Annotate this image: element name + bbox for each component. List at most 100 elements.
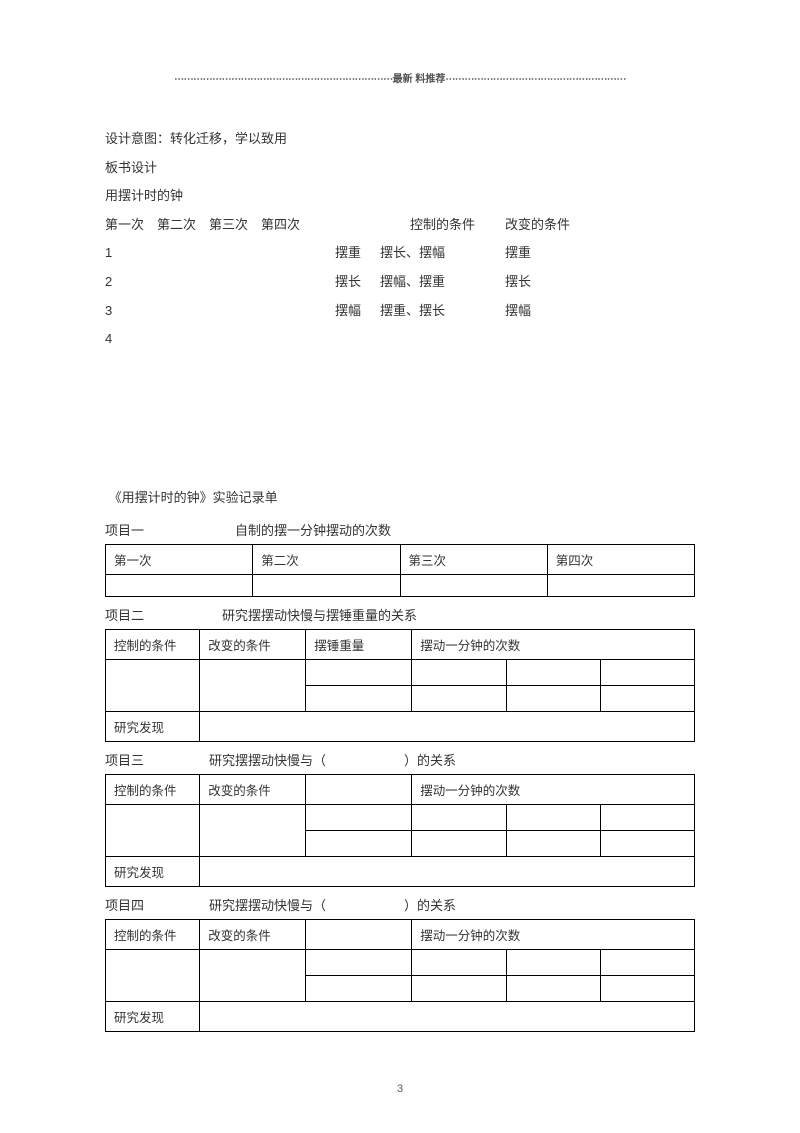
table-cell bbox=[506, 660, 600, 686]
table-header-cell: 第二次 bbox=[253, 545, 400, 575]
table-cell bbox=[306, 831, 412, 857]
grid-row-change: 摆重 bbox=[505, 239, 585, 268]
project-1-desc: 自制的摆一分钟摆动的次数 bbox=[235, 523, 391, 538]
project-2-title: 项目二 研究摆摆动快慢与摆锤重量的关系 bbox=[105, 603, 695, 629]
table-header-cell: 第一次 bbox=[106, 545, 253, 575]
grid-row-control: 摆长、摆幅 bbox=[380, 239, 505, 268]
vertical-spacer bbox=[105, 354, 695, 474]
grid-row-num: 2 bbox=[105, 268, 335, 297]
table-row: 控制的条件 改变的条件 摆动一分钟的次数 bbox=[106, 920, 695, 950]
project-3-title: 项目三 研究摆摆动快慢与（ ）的关系 bbox=[105, 748, 695, 774]
table-cell bbox=[600, 950, 694, 976]
intro-line-3: 用摆计时的钟 bbox=[105, 182, 695, 211]
table-cell bbox=[200, 857, 695, 887]
grid-header-row: 第一次 第二次 第三次 第四次 控制的条件 改变的条件 bbox=[105, 211, 695, 240]
record-title: 《用摆计时的钟》实验记录单 bbox=[105, 484, 695, 513]
table-cell bbox=[600, 660, 694, 686]
table-cell bbox=[306, 686, 412, 712]
grid-row-control: 摆重、摆长 bbox=[380, 297, 505, 326]
table-cell bbox=[253, 575, 400, 597]
project-4-desc: 研究摆摆动快慢与（ ）的关系 bbox=[209, 898, 456, 913]
table-cell bbox=[306, 976, 412, 1002]
table-cell bbox=[506, 976, 600, 1002]
grid-header-change: 改变的条件 bbox=[505, 211, 585, 240]
grid-row-2: 2 摆长 摆幅、摆重 摆长 bbox=[105, 268, 695, 297]
table-cell bbox=[106, 805, 200, 857]
table-header-cell: 摆动一分钟的次数 bbox=[412, 775, 695, 805]
project-3-desc: 研究摆摆动快慢与（ ）的关系 bbox=[209, 753, 456, 768]
table-finding-label: 研究发现 bbox=[106, 857, 200, 887]
table-row: 控制的条件 改变的条件 摆锤重量 摆动一分钟的次数 bbox=[106, 630, 695, 660]
project-1-title: 项目一 自制的摆一分钟摆动的次数 bbox=[105, 518, 695, 544]
document-page: ⋯⋯⋯⋯⋯⋯⋯⋯⋯⋯⋯⋯⋯⋯⋯⋯⋯⋯⋯⋯⋯⋯⋯最新 料推荐⋯⋯⋯⋯⋯⋯⋯⋯⋯⋯⋯… bbox=[0, 0, 800, 1076]
header-dots-left: ⋯⋯⋯⋯⋯⋯⋯⋯⋯⋯⋯⋯⋯⋯⋯⋯⋯⋯⋯⋯⋯⋯⋯ bbox=[174, 74, 393, 85]
table-cell bbox=[412, 976, 506, 1002]
grid-row-change: 摆长 bbox=[505, 268, 585, 297]
table-header-cell: 摆动一分钟的次数 bbox=[412, 630, 695, 660]
table-header-cell: 控制的条件 bbox=[106, 775, 200, 805]
table-cell bbox=[600, 805, 694, 831]
table-cell bbox=[412, 831, 506, 857]
table-cell bbox=[200, 712, 695, 742]
table-cell bbox=[600, 831, 694, 857]
table-header-cell bbox=[306, 775, 412, 805]
table-cell bbox=[412, 950, 506, 976]
grid-row-label: 摆长 bbox=[335, 268, 380, 297]
project-3-table: 控制的条件 改变的条件 摆动一分钟的次数 研究发现 bbox=[105, 774, 695, 887]
grid-header-trials: 第一次 第二次 第三次 第四次 bbox=[105, 211, 335, 240]
table-finding-label: 研究发现 bbox=[106, 712, 200, 742]
table-cell bbox=[200, 1002, 695, 1032]
table-cell bbox=[412, 805, 506, 831]
table-row bbox=[106, 660, 695, 686]
grid-row-change: 摆幅 bbox=[505, 297, 585, 326]
intro-line-2: 板书设计 bbox=[105, 154, 695, 183]
header-title: 最新 料推荐 bbox=[393, 74, 446, 85]
table-row: 第一次 第二次 第三次 第四次 bbox=[106, 545, 695, 575]
project-2-desc: 研究摆摆动快慢与摆锤重量的关系 bbox=[222, 608, 417, 623]
table-cell bbox=[412, 686, 506, 712]
table-row: 研究发现 bbox=[106, 857, 695, 887]
table-cell bbox=[600, 686, 694, 712]
project-1-table: 第一次 第二次 第三次 第四次 bbox=[105, 544, 695, 597]
intro-line-1: 设计意图：转化迁移，学以致用 bbox=[105, 125, 695, 154]
table-header-cell: 摆锤重量 bbox=[306, 630, 412, 660]
table-header-cell bbox=[306, 920, 412, 950]
grid-row-num: 4 bbox=[105, 325, 335, 354]
table-cell bbox=[200, 950, 306, 1002]
table-header-cell: 摆动一分钟的次数 bbox=[412, 920, 695, 950]
header-line: ⋯⋯⋯⋯⋯⋯⋯⋯⋯⋯⋯⋯⋯⋯⋯⋯⋯⋯⋯⋯⋯⋯⋯最新 料推荐⋯⋯⋯⋯⋯⋯⋯⋯⋯⋯⋯… bbox=[105, 70, 695, 85]
project-2-table: 控制的条件 改变的条件 摆锤重量 摆动一分钟的次数 研究发现 bbox=[105, 629, 695, 742]
table-cell bbox=[106, 575, 253, 597]
page-number: 3 bbox=[0, 1083, 800, 1095]
table-cell bbox=[506, 831, 600, 857]
grid-row-change bbox=[505, 325, 585, 354]
table-header-cell: 改变的条件 bbox=[200, 775, 306, 805]
grid-row-label: 摆幅 bbox=[335, 297, 380, 326]
table-row bbox=[106, 575, 695, 597]
grid-row-3: 3 摆幅 摆重、摆长 摆幅 bbox=[105, 297, 695, 326]
table-finding-label: 研究发现 bbox=[106, 1002, 200, 1032]
grid-row-1: 1 摆重 摆长、摆幅 摆重 bbox=[105, 239, 695, 268]
grid-row-num: 1 bbox=[105, 239, 335, 268]
grid-row-control: 摆幅、摆重 bbox=[380, 268, 505, 297]
table-cell bbox=[506, 805, 600, 831]
project-1-label: 项目一 bbox=[105, 523, 144, 538]
table-cell bbox=[506, 950, 600, 976]
grid-row-label bbox=[335, 325, 380, 354]
grid-header-spacer bbox=[335, 211, 380, 240]
table-cell bbox=[306, 660, 412, 686]
table-header-cell: 控制的条件 bbox=[106, 630, 200, 660]
table-row: 研究发现 bbox=[106, 712, 695, 742]
project-4-label: 项目四 bbox=[105, 898, 144, 913]
table-cell bbox=[306, 950, 412, 976]
project-4-title: 项目四 研究摆摆动快慢与（ ）的关系 bbox=[105, 893, 695, 919]
table-header-cell: 控制的条件 bbox=[106, 920, 200, 950]
table-cell bbox=[506, 686, 600, 712]
table-cell bbox=[547, 575, 694, 597]
table-row: 研究发现 bbox=[106, 1002, 695, 1032]
grid-row-num: 3 bbox=[105, 297, 335, 326]
table-header-cell: 改变的条件 bbox=[200, 920, 306, 950]
table-cell bbox=[200, 660, 306, 712]
table-cell bbox=[600, 976, 694, 1002]
table-cell bbox=[106, 950, 200, 1002]
